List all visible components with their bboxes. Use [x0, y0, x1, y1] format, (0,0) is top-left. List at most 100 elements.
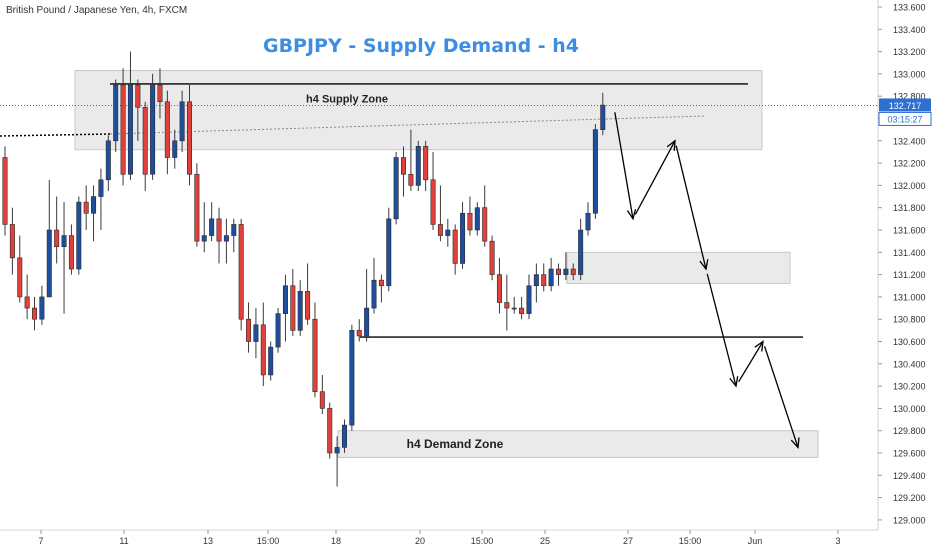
candle: [519, 296, 525, 320]
candle: [312, 302, 318, 398]
y-tick-label: 131.200: [893, 270, 926, 280]
candle: [460, 202, 466, 270]
candle-body: [76, 201, 82, 270]
candle-body: [98, 179, 104, 197]
candle-body: [231, 224, 237, 236]
candle-body: [467, 212, 473, 231]
candle: [91, 185, 97, 242]
candle: [504, 274, 510, 331]
candle: [334, 436, 340, 487]
y-tick-label: 130.000: [893, 404, 926, 414]
candle: [76, 196, 82, 275]
candle-body: [120, 84, 126, 175]
candle-body: [268, 346, 274, 376]
candle-body: [223, 235, 229, 242]
x-tick-label: 15:00: [257, 536, 280, 546]
x-tick-label: 3: [835, 536, 840, 546]
time-axis[interactable]: 7 11 13 15:00 18 20 15:00 25 27 15:00 Jun 3: [0, 529, 878, 546]
candle-body: [187, 101, 193, 175]
candle-body: [430, 179, 436, 225]
candle: [157, 68, 163, 119]
y-tick-label: 131.600: [893, 226, 926, 236]
candle-body: [290, 285, 296, 331]
candle: [68, 224, 74, 275]
candle: [164, 90, 170, 175]
x-tick-label: 7: [38, 536, 43, 546]
candle: [120, 68, 126, 186]
candle-body: [83, 201, 89, 214]
candle-body: [2, 157, 8, 225]
candle-body: [260, 324, 266, 376]
price-label-layer: 132.717 03:15:27: [878, 98, 932, 126]
candle: [563, 252, 569, 281]
x-tick-label: 15:00: [471, 536, 494, 546]
candle: [349, 324, 355, 431]
y-tick-label: 130.200: [893, 382, 926, 392]
candle: [172, 129, 178, 169]
candle: [578, 218, 584, 281]
chart-title: GBPJPY - Supply Demand - h4: [263, 35, 579, 57]
candle-body: [253, 324, 259, 342]
y-tick-label: 129.000: [893, 515, 926, 525]
candle: [113, 79, 119, 152]
candle: [386, 207, 392, 292]
arrow-shaft: [706, 273, 737, 387]
candle-body: [105, 140, 111, 181]
candle: [9, 207, 15, 275]
candle: [437, 185, 443, 242]
candle: [282, 274, 288, 342]
candle: [592, 124, 598, 219]
arrow-head: [754, 340, 764, 352]
projection-layer: [614, 112, 800, 449]
y-tick-label: 129.800: [893, 426, 926, 436]
candle-body: [246, 318, 252, 342]
candle-body: [312, 318, 318, 392]
x-tick-label: 25: [540, 536, 550, 546]
arrow-shaft: [738, 341, 764, 383]
candle: [290, 269, 296, 336]
candle: [401, 146, 407, 197]
candle: [209, 202, 215, 242]
y-tick-label: 131.000: [893, 292, 926, 302]
candle-body: [563, 268, 569, 275]
candle-body: [127, 84, 133, 175]
candle-body: [511, 307, 517, 310]
countdown-box: [878, 111, 932, 126]
candle: [223, 218, 229, 264]
candle: [526, 274, 532, 320]
candle: [246, 302, 252, 353]
x-tick-label: 20: [415, 536, 425, 546]
candles-layer: [2, 51, 606, 487]
arrow-shaft: [763, 346, 799, 448]
candle: [32, 296, 38, 331]
candle-body: [592, 129, 598, 214]
trend-line: [109, 115, 706, 135]
candle: [393, 151, 399, 225]
price-label-value: 132.717: [889, 101, 922, 111]
y-tick-label: 131.800: [893, 203, 926, 213]
candle: [253, 308, 259, 359]
candle-body: [61, 235, 67, 248]
y-tick-label: 129.200: [893, 493, 926, 503]
candle: [423, 140, 429, 191]
y-tick-label: 132.400: [893, 136, 926, 146]
price-label-box: [879, 98, 931, 112]
candle-body: [489, 240, 495, 275]
candle-body: [504, 302, 510, 309]
candle-body: [600, 104, 606, 130]
candle-body: [548, 268, 554, 287]
y-tick-label: 133.600: [893, 3, 926, 13]
candle-body: [408, 173, 414, 186]
candle: [585, 202, 591, 236]
candle: [194, 163, 200, 247]
price-axis[interactable]: 133.600133.400133.200133.000132.800132.6…: [877, 0, 932, 530]
candle: [46, 179, 52, 298]
candle-body: [482, 207, 488, 242]
candle-body: [356, 330, 362, 337]
candle-body: [164, 101, 170, 158]
candle-body: [401, 157, 407, 175]
candle-body: [555, 268, 561, 275]
candle-body: [526, 285, 532, 314]
candle-body: [327, 408, 333, 454]
